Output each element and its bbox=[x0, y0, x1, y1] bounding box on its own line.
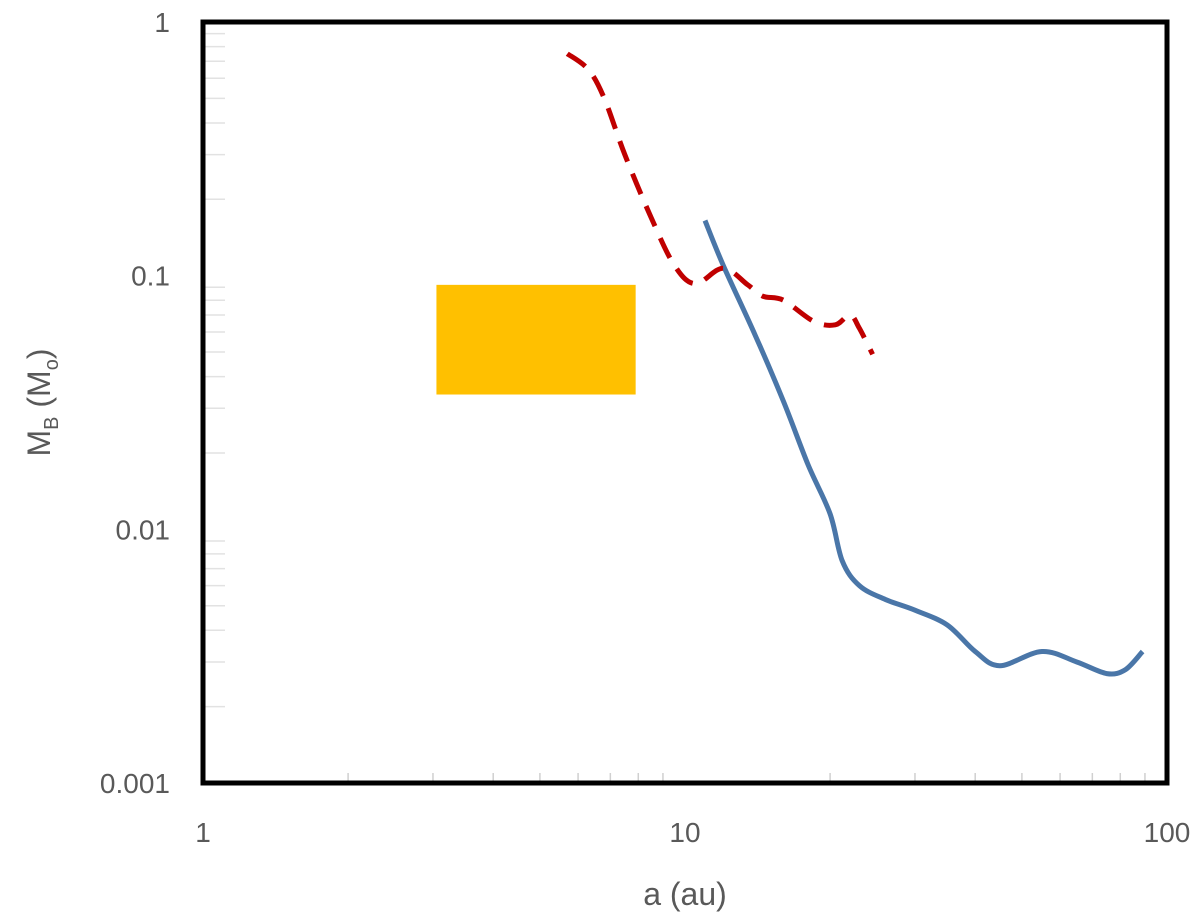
x-axis-title: a (au) bbox=[643, 876, 727, 912]
y-tick-label: 1 bbox=[154, 7, 170, 38]
series-line-dashed bbox=[565, 51, 875, 356]
plot-frame bbox=[200, 19, 1170, 786]
y-axis-title-base: M bbox=[21, 430, 57, 457]
y-axis-title: MB (Mo) bbox=[21, 349, 63, 457]
y-axis-title-paren-sub: o bbox=[41, 359, 63, 370]
minor-ticks bbox=[203, 32, 1146, 783]
x-tick-label: 100 bbox=[1144, 817, 1191, 848]
y-tick-label: 0.001 bbox=[100, 768, 170, 799]
x-tick-label: 1 bbox=[195, 817, 211, 848]
x-tick-label: 10 bbox=[669, 817, 700, 848]
y-axis-title-paren-open: (M bbox=[21, 370, 57, 416]
tick-labels: 1 10 100 1 0.1 0.01 0.001 bbox=[100, 7, 1190, 848]
highlight-region bbox=[436, 284, 636, 395]
y-axis-title-sub: B bbox=[41, 416, 63, 429]
y-axis-title-paren-close: ) bbox=[21, 349, 57, 360]
series-line-solid bbox=[702, 219, 1145, 677]
plot-marks bbox=[436, 51, 1145, 677]
y-tick-label: 0.1 bbox=[131, 261, 170, 292]
y-tick-label: 0.01 bbox=[116, 514, 171, 545]
